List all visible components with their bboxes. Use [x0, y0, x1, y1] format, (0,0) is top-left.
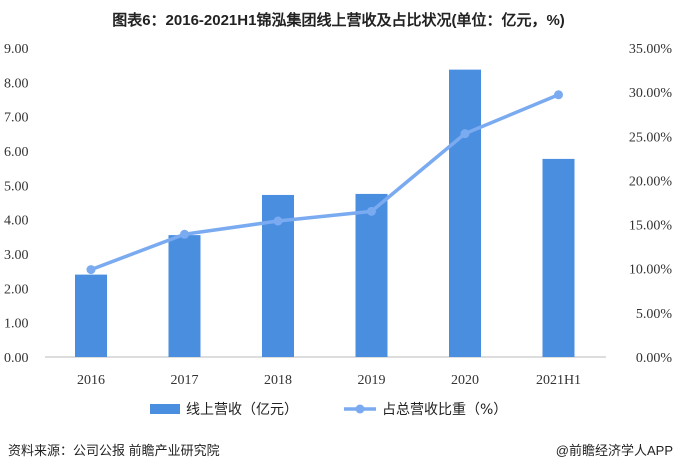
y-tick-label: 6.00	[4, 145, 29, 160]
bar	[542, 158, 575, 357]
line-point	[180, 229, 189, 239]
y-tick-label: 2.00	[4, 282, 29, 297]
chart-title: 图表6：2016-2021H1锦泓集团线上营收及占比状况(单位：亿元，%)	[112, 12, 565, 29]
legend-label-bar: 线上营收（亿元）	[186, 402, 298, 418]
y-tick-label: 5.00	[4, 179, 29, 194]
line-point	[86, 265, 96, 275]
y2-tick-label: 10.00%	[629, 263, 673, 278]
line-point	[554, 90, 563, 100]
y2-tick-label: 20.00%	[629, 174, 673, 189]
y-tick-label: 0.00	[4, 351, 29, 366]
y2-tick-label: 5.00%	[636, 307, 673, 322]
line-point	[367, 206, 376, 216]
y-tick-label: 9.00	[4, 42, 29, 57]
y-tick-label: 4.00	[4, 214, 29, 229]
y2-tick-label: 0.00%	[636, 351, 673, 366]
bar	[449, 69, 481, 357]
x-tick-label: 2019	[358, 373, 386, 388]
y-tick-label: 7.00	[4, 111, 29, 126]
y2-tick-label: 25.00%	[629, 130, 673, 145]
y2-tick-label: 30.00%	[629, 86, 673, 101]
brand-credit: @前瞻经济学人APP	[555, 443, 673, 458]
y-tick-label: 1.00	[4, 317, 29, 332]
y-tick-label: 3.00	[4, 248, 29, 263]
y2-tick-label: 35.00%	[629, 42, 673, 57]
x-tick-label: 2017	[171, 373, 199, 388]
bar	[355, 193, 388, 357]
line-point	[460, 129, 470, 139]
legend-marker-line	[355, 404, 365, 414]
source-note: 资料来源：公司公报 前瞻产业研究院	[8, 443, 220, 458]
legend-swatch-bar	[150, 404, 180, 414]
bar	[168, 235, 201, 357]
bar	[75, 274, 107, 357]
y-tick-label: 8.00	[4, 76, 29, 91]
x-tick-label: 2021H1	[536, 373, 581, 388]
series-line	[90, 93, 560, 272]
legend-label-line: 占总营收比重（%）	[382, 402, 507, 418]
x-tick-label: 2018	[264, 373, 292, 388]
x-tick-label: 2016	[77, 373, 105, 388]
y2-tick-label: 15.00%	[629, 219, 673, 234]
x-tick-label: 2020	[451, 373, 479, 388]
line-point	[273, 216, 283, 226]
